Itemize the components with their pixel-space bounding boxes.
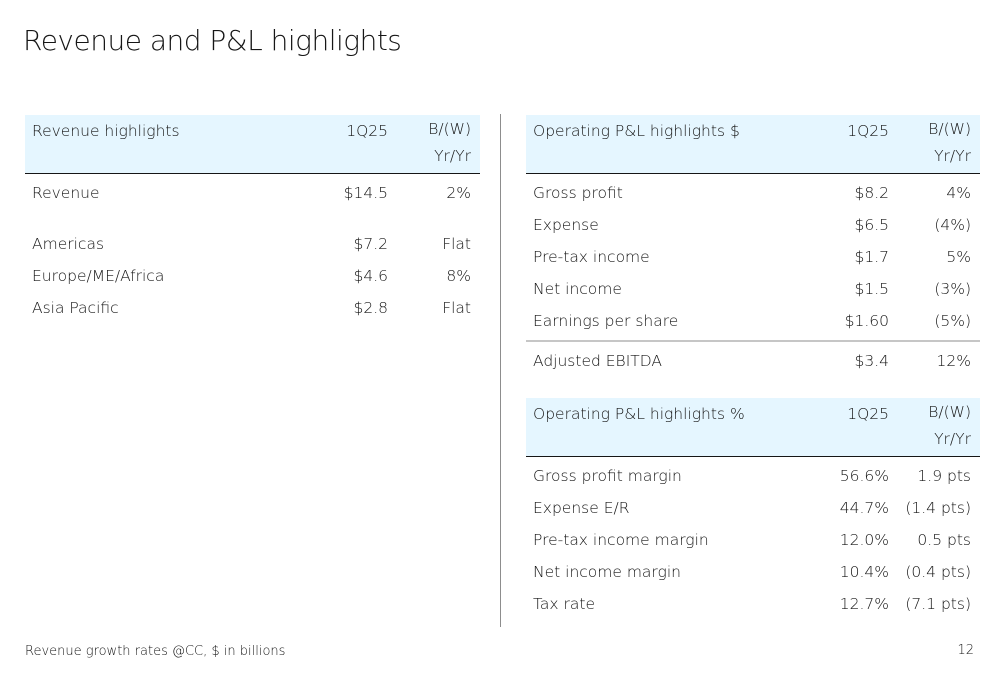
pl-dollar-header-label: Operating P&L highlights $ xyxy=(533,122,740,140)
row-value: 12.0% xyxy=(839,531,889,549)
row-change: 8% xyxy=(446,267,471,285)
revenue-header-change: B/(W) Yr/Yr xyxy=(428,116,471,170)
table-row: Europe/ME/Africa $4.6 8% xyxy=(25,261,480,293)
footnote: Revenue growth rates @CC, $ in billions xyxy=(25,644,286,659)
row-change: (4%) xyxy=(934,216,971,234)
row-label: Americas xyxy=(32,235,105,253)
row-value: $2.8 xyxy=(353,299,388,317)
pl-percent-header-change-line1: B/(W) xyxy=(928,403,971,421)
row-value: 56.6% xyxy=(839,467,889,485)
table-row: Pre-tax income $1.7 5% xyxy=(526,242,980,274)
row-label: Tax rate xyxy=(533,595,595,613)
row-change: (5%) xyxy=(934,312,971,330)
row-value: $1.5 xyxy=(854,280,889,298)
pl-dollar-table-header: Operating P&L highlights $ 1Q25 B/(W) Yr… xyxy=(526,115,980,174)
pl-percent-header-change: B/(W) Yr/Yr xyxy=(928,399,971,453)
row-label: Europe/ME/Africa xyxy=(32,267,165,285)
row-label: Net income margin xyxy=(533,563,681,581)
table-row: Adjusted EBITDA $3.4 12% xyxy=(526,346,980,378)
pl-percent-table: Operating P&L highlights % 1Q25 B/(W) Yr… xyxy=(526,398,980,621)
table-row: Asia Pacific $2.8 Flat xyxy=(25,293,480,325)
revenue-header-period: 1Q25 xyxy=(346,122,388,140)
row-change: Flat xyxy=(442,299,471,317)
row-change: (0.4 pts) xyxy=(905,563,971,581)
revenue-table-header: Revenue highlights 1Q25 B/(W) Yr/Yr xyxy=(25,115,480,174)
row-label: Earnings per share xyxy=(533,312,679,330)
row-label: Expense E/R xyxy=(533,499,630,517)
table-row: Revenue $14.5 2% xyxy=(25,178,480,210)
row-value: $4.6 xyxy=(353,267,388,285)
table-row: Tax rate 12.7% (7.1 pts) xyxy=(526,589,980,621)
revenue-header-change-line2: Yr/Yr xyxy=(434,147,471,165)
row-change: 12% xyxy=(936,352,971,370)
row-change: 5% xyxy=(946,248,971,266)
page-title: Revenue and P&L highlights xyxy=(23,24,402,57)
table-row: Gross profit $8.2 4% xyxy=(526,178,980,210)
row-label: Expense xyxy=(533,216,599,234)
page-number: 12 xyxy=(957,643,974,658)
row-label: Adjusted EBITDA xyxy=(533,352,663,370)
revenue-header-change-line1: B/(W) xyxy=(428,120,471,138)
revenue-header-label: Revenue highlights xyxy=(32,122,180,140)
column-divider xyxy=(500,114,501,627)
pl-percent-header-period: 1Q25 xyxy=(847,405,889,423)
row-value: $8.2 xyxy=(854,184,889,202)
row-label: Pre-tax income xyxy=(533,248,650,266)
row-label: Pre-tax income margin xyxy=(533,531,709,549)
pl-percent-table-header: Operating P&L highlights % 1Q25 B/(W) Yr… xyxy=(526,398,980,457)
table-row: Net income margin 10.4% (0.4 pts) xyxy=(526,557,980,589)
row-value: $7.2 xyxy=(353,235,388,253)
pl-dollar-header-change: B/(W) Yr/Yr xyxy=(928,116,971,170)
table-row: Earnings per share $1.60 (5%) xyxy=(526,306,980,338)
pl-dollar-header-change-line1: B/(W) xyxy=(928,120,971,138)
revenue-table: Revenue highlights 1Q25 B/(W) Yr/Yr Reve… xyxy=(25,115,480,325)
row-change: 0.5 pts xyxy=(917,531,971,549)
row-change: 1.9 pts xyxy=(917,467,971,485)
row-change: (1.4 pts) xyxy=(905,499,971,517)
row-value: $1.7 xyxy=(854,248,889,266)
row-label: Net income xyxy=(533,280,622,298)
row-value: $14.5 xyxy=(343,184,388,202)
pl-percent-header-label: Operating P&L highlights % xyxy=(533,405,745,423)
row-label: Gross profit margin xyxy=(533,467,682,485)
table-row: Expense E/R 44.7% (1.4 pts) xyxy=(526,493,980,525)
table-row: Pre-tax income margin 12.0% 0.5 pts xyxy=(526,525,980,557)
row-separator xyxy=(526,340,980,342)
row-change: 2% xyxy=(446,184,471,202)
row-value: $3.4 xyxy=(854,352,889,370)
row-change: Flat xyxy=(442,235,471,253)
row-value: $1.60 xyxy=(844,312,889,330)
row-change: (3%) xyxy=(934,280,971,298)
row-value: 44.7% xyxy=(839,499,889,517)
pl-dollar-table: Operating P&L highlights $ 1Q25 B/(W) Yr… xyxy=(526,115,980,378)
table-row: Expense $6.5 (4%) xyxy=(526,210,980,242)
pl-dollar-header-change-line2: Yr/Yr xyxy=(934,147,971,165)
pl-percent-header-change-line2: Yr/Yr xyxy=(934,430,971,448)
row-label: Asia Pacific xyxy=(32,299,119,317)
row-change: (7.1 pts) xyxy=(905,595,971,613)
row-value: 12.7% xyxy=(839,595,889,613)
table-row: Gross profit margin 56.6% 1.9 pts xyxy=(526,461,980,493)
row-value: 10.4% xyxy=(839,563,889,581)
row-value: $6.5 xyxy=(854,216,889,234)
pl-dollar-header-period: 1Q25 xyxy=(847,122,889,140)
table-row: Net income $1.5 (3%) xyxy=(526,274,980,306)
row-change: 4% xyxy=(946,184,971,202)
row-label: Revenue xyxy=(32,184,100,202)
row-label: Gross profit xyxy=(533,184,623,202)
table-row: Americas $7.2 Flat xyxy=(25,229,480,261)
